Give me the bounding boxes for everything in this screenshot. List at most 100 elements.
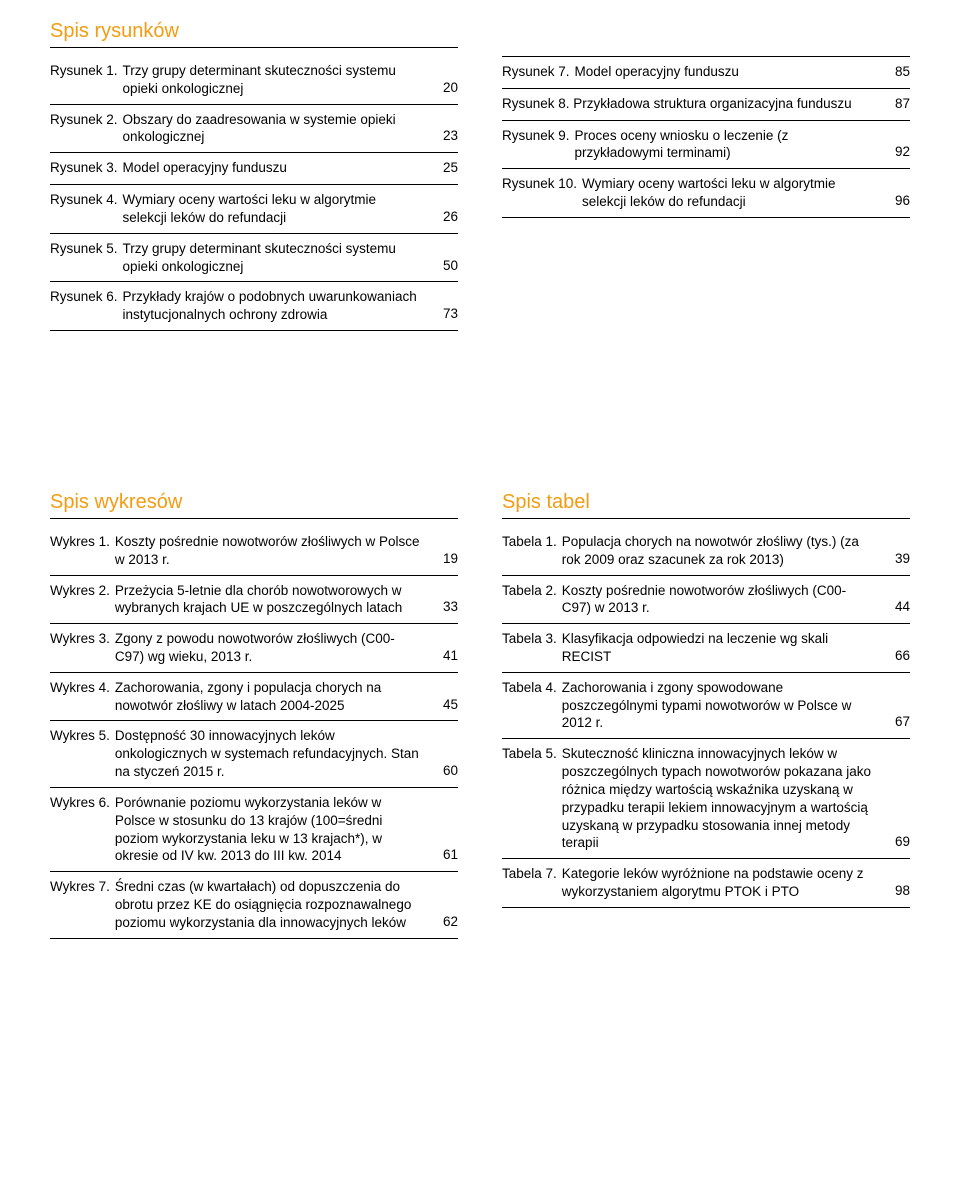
toc-entry: Rysunek 9.Proces oceny wniosku o leczeni… [502, 121, 910, 170]
entry-title: Model operacyjny funduszu [575, 63, 882, 81]
entry-page: 19 [430, 550, 458, 569]
toc-entry: Wykres 5.Dostępność 30 innowacyjnych lek… [50, 721, 458, 787]
entry-page: 98 [882, 882, 910, 901]
entry-title: Zgony z powodu nowotworów złośliwych (C0… [115, 630, 430, 666]
entry-label: Tabela 4. [502, 679, 562, 697]
entry-title: Koszty pośrednie nowotworów złośliwych w… [115, 533, 430, 569]
entry-page: 67 [882, 713, 910, 732]
toc-entry: Rysunek 10.Wymiary oceny wartości leku w… [502, 169, 910, 218]
col-top-right: Rysunek 7.Model operacyjny funduszu85Rys… [502, 20, 910, 491]
entry-label: Rysunek 7. [502, 63, 575, 81]
toc-entry: Tabela 2.Koszty pośrednie nowotworów zło… [502, 576, 910, 625]
entry-title: Kategorie leków wyróżnione na podstawie … [562, 865, 882, 901]
toc-entry: Wykres 7.Średni czas (w kwartałach) od d… [50, 872, 458, 938]
entry-page: 87 [882, 95, 910, 114]
entry-label: Tabela 2. [502, 582, 562, 600]
entry-label: Rysunek 4. [50, 191, 123, 209]
entry-title: Zachorowania, zgony i populacja chorych … [115, 679, 430, 715]
entry-title: Wymiary oceny wartości leku w algorytmie… [123, 191, 430, 227]
entry-label: Tabela 3. [502, 630, 562, 648]
entry-page: 73 [430, 305, 458, 324]
entry-page: 44 [882, 598, 910, 617]
toc-entry: Rysunek 4.Wymiary oceny wartości leku w … [50, 185, 458, 234]
entry-label: Tabela 5. [502, 745, 562, 763]
entry-label: Rysunek 8. [502, 96, 570, 111]
entry-label: Wykres 4. [50, 679, 115, 697]
entry-label: Rysunek 3. [50, 159, 123, 177]
entry-page: 96 [882, 192, 910, 211]
toc-entry: Tabela 7.Kategorie leków wyróżnione na p… [502, 859, 910, 908]
toc-rysunki-left: Rysunek 1.Trzy grupy determinant skutecz… [50, 56, 458, 331]
entry-title: Trzy grupy determinant skuteczności syst… [123, 240, 430, 276]
entry-text: Rysunek 8. Przykładowa struktura organiz… [502, 95, 882, 113]
entry-title: Model operacyjny funduszu [123, 159, 430, 177]
page-root: Spis rysunków Rysunek 1.Trzy grupy deter… [0, 0, 960, 969]
entry-title: Średni czas (w kwartałach) od dopuszczen… [115, 878, 430, 931]
entry-title: Dostępność 30 innowacyjnych leków onkolo… [115, 727, 430, 780]
heading-wykresow: Spis wykresów [50, 491, 458, 519]
entry-label: Wykres 3. [50, 630, 115, 648]
entry-title: Skuteczność kliniczna innowacyjnych lekó… [562, 745, 882, 852]
entry-page: 66 [882, 647, 910, 666]
toc-entry: Tabela 5.Skuteczność kliniczna innowacyj… [502, 739, 910, 859]
col-top-left: Spis rysunków Rysunek 1.Trzy grupy deter… [50, 20, 458, 491]
toc-entry: Tabela 4.Zachorowania i zgony spowodowan… [502, 673, 910, 739]
toc-tabele: Tabela 1.Populacja chorych na nowotwór z… [502, 527, 910, 908]
entry-page: 85 [882, 63, 910, 82]
entry-label: Wykres 6. [50, 794, 115, 812]
entry-label: Wykres 5. [50, 727, 115, 745]
entry-page: 69 [882, 833, 910, 852]
entry-label: Wykres 2. [50, 582, 115, 600]
entry-label: Wykres 7. [50, 878, 115, 896]
entry-title: Przykładowa struktura organizacyjna fund… [570, 96, 852, 111]
entry-page: 50 [430, 257, 458, 276]
entry-label: Rysunek 10. [502, 175, 582, 193]
entry-label: Tabela 1. [502, 533, 562, 551]
toc-entry: Tabela 1.Populacja chorych na nowotwór z… [502, 527, 910, 576]
entry-page: 33 [430, 598, 458, 617]
entry-title: Zachorowania i zgony spowodowane poszcze… [562, 679, 882, 732]
entry-page: 60 [430, 762, 458, 781]
toc-entry: Rysunek 6.Przykłady krajów o podobnych u… [50, 282, 458, 331]
entry-title: Przykłady krajów o podobnych uwarunkowan… [123, 288, 430, 324]
entry-title: Wymiary oceny wartości leku w algorytmie… [582, 175, 882, 211]
entry-title: Koszty pośrednie nowotworów złośliwych (… [562, 582, 882, 618]
entry-page: 62 [430, 913, 458, 932]
toc-entry: Tabela 3.Klasyfikacja odpowiedzi na lecz… [502, 624, 910, 673]
toc-entry: Wykres 6.Porównanie poziomu wykorzystani… [50, 788, 458, 872]
toc-entry: Rysunek 3.Model operacyjny funduszu25 [50, 153, 458, 185]
col-bottom-right: Spis tabel Tabela 1.Populacja chorych na… [502, 491, 910, 939]
entry-label: Rysunek 9. [502, 127, 575, 145]
toc-entry: Rysunek 8. Przykładowa struktura organiz… [502, 89, 910, 121]
toc-entry: Wykres 1.Koszty pośrednie nowotworów zło… [50, 527, 458, 576]
toc-wykresy: Wykres 1.Koszty pośrednie nowotworów zło… [50, 527, 458, 939]
entry-page: 45 [430, 696, 458, 715]
col-bottom-left: Spis wykresów Wykres 1.Koszty pośrednie … [50, 491, 458, 939]
entry-label: Tabela 7. [502, 865, 562, 883]
entry-page: 20 [430, 79, 458, 98]
entry-page: 41 [430, 647, 458, 666]
entry-page: 26 [430, 208, 458, 227]
entry-title: Przeżycia 5-letnie dla chorób nowotworow… [115, 582, 430, 618]
toc-entry: Wykres 3.Zgony z powodu nowotworów złośl… [50, 624, 458, 673]
entry-page: 39 [882, 550, 910, 569]
heading-tabel: Spis tabel [502, 491, 910, 519]
entry-title: Trzy grupy determinant skuteczności syst… [123, 62, 430, 98]
entry-title: Populacja chorych na nowotwór złośliwy (… [562, 533, 882, 569]
heading-rysunkow: Spis rysunków [50, 20, 458, 48]
entry-label: Rysunek 2. [50, 111, 123, 129]
entry-page: 61 [430, 846, 458, 865]
toc-entry: Rysunek 2.Obszary do zaadresowania w sys… [50, 105, 458, 154]
entry-label: Rysunek 1. [50, 62, 123, 80]
entry-title: Proces oceny wniosku o leczenie (z przyk… [575, 127, 882, 163]
entry-title: Klasyfikacja odpowiedzi na leczenie wg s… [562, 630, 882, 666]
toc-rysunki-right: Rysunek 7.Model operacyjny funduszu85Rys… [502, 57, 910, 218]
entry-page: 23 [430, 127, 458, 146]
toc-entry: Wykres 2.Przeżycia 5-letnie dla chorób n… [50, 576, 458, 625]
toc-entry: Rysunek 1.Trzy grupy determinant skutecz… [50, 56, 458, 105]
entry-page: 25 [430, 159, 458, 178]
entry-label: Rysunek 6. [50, 288, 123, 306]
toc-entry: Rysunek 7.Model operacyjny funduszu85 [502, 57, 910, 89]
entry-page: 92 [882, 143, 910, 162]
entry-title: Porównanie poziomu wykorzystania leków w… [115, 794, 430, 865]
